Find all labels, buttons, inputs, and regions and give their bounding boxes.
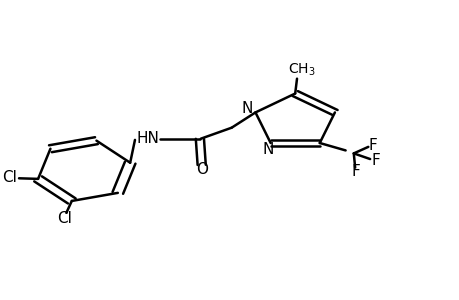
Text: O: O (196, 162, 208, 177)
Text: F: F (370, 153, 379, 168)
Text: HN: HN (136, 131, 159, 146)
Text: F: F (351, 164, 360, 179)
Text: F: F (368, 138, 376, 153)
Text: N: N (262, 142, 273, 157)
Text: CH$_3$: CH$_3$ (287, 61, 315, 78)
Text: N: N (241, 101, 252, 116)
Text: Cl: Cl (2, 170, 17, 185)
Text: Cl: Cl (57, 211, 72, 226)
